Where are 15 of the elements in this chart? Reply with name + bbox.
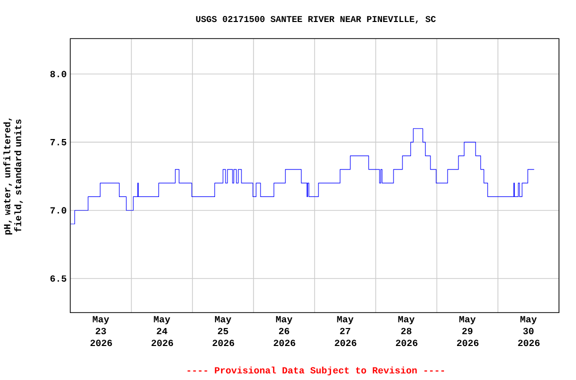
x-tick-label: May 23 2026 [90,316,112,346]
y-tick-label: 7.0 [50,207,66,214]
x-tick-label: May 30 2026 [518,316,540,346]
text: ---- Provisional Data Subject to Revision ---- [188,366,444,376]
x-tick-label: May 26 2026 [274,316,296,346]
x-tick-label: May 27 2026 [334,316,356,346]
x-tick-label: May 29 2026 [457,316,478,346]
y-tick-label: 6.5 [50,275,66,282]
chart-title: USGS 02171500 SANTEE RIVER NEAR PINEVILLE, SC [196,16,436,24]
x-tick-label: May 24 2026 [152,316,174,346]
y-axis-title: pH, water, unfiltered, field, standard units [3,118,23,235]
x-tick-label: May 28 2026 [396,316,418,346]
y-tick-label: 8.0 [50,70,66,78]
y-tick-label: 7.5 [50,139,66,146]
x-tick-label: May 25 2026 [212,316,234,346]
